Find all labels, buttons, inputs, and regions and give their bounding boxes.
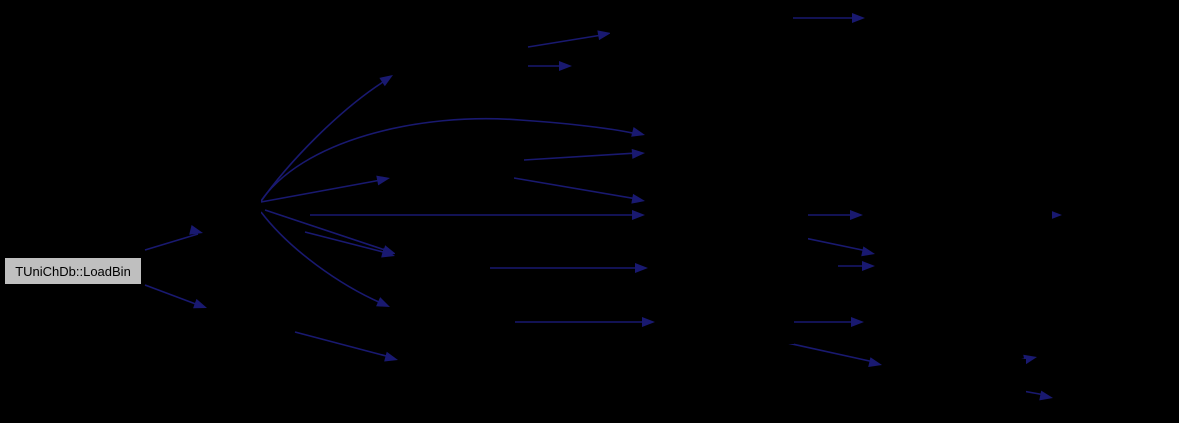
graph-arrowhead <box>861 246 875 257</box>
graph-arrowhead <box>631 148 645 159</box>
graph-edge <box>144 233 199 251</box>
graph-node-39[interactable] <box>1062 202 1124 228</box>
graph-node-5[interactable] <box>392 165 456 191</box>
graph-node-31[interactable] <box>863 202 925 228</box>
graph-arrowhead <box>189 225 203 235</box>
graph-node-13[interactable] <box>430 256 490 282</box>
graph-node-loadbin[interactable]: TUniChDb::LoadBin <box>4 257 142 285</box>
graph-edge <box>258 117 638 205</box>
graph-node-14[interactable] <box>452 310 514 336</box>
graph-arrowhead <box>1023 354 1037 365</box>
graph-node-37[interactable] <box>964 368 1026 394</box>
graph-arrowhead <box>632 210 645 220</box>
graph-arrowhead <box>597 30 611 41</box>
graph-node-34[interactable] <box>864 309 926 335</box>
graph-node-4[interactable] <box>396 60 458 86</box>
graph-arrowhead <box>559 61 572 71</box>
graph-arrowhead <box>635 263 648 273</box>
graph-node-40[interactable] <box>1037 344 1099 370</box>
graph-arrowhead <box>852 13 865 23</box>
graph-node-23[interactable] <box>645 352 709 378</box>
graph-edge <box>513 177 638 200</box>
graph-arrowhead <box>631 127 645 137</box>
graph-node-21[interactable] <box>648 255 712 281</box>
graph-node-2[interactable] <box>203 222 261 246</box>
graph-node-24[interactable] <box>730 5 792 31</box>
graph-node-29[interactable] <box>732 318 794 344</box>
graph-node-1[interactable] <box>205 190 261 217</box>
graph-arrowhead <box>851 317 864 327</box>
graph-node-9[interactable] <box>468 20 526 46</box>
graph-node-7[interactable] <box>390 294 452 320</box>
graph-arrowhead <box>850 210 863 220</box>
graph-edge <box>304 231 388 254</box>
graph-node-20[interactable] <box>645 202 709 228</box>
graph-arrowhead <box>868 357 882 367</box>
graph-node-35[interactable] <box>882 352 944 378</box>
graph-node-15[interactable] <box>610 20 672 46</box>
graph-node-38[interactable] <box>990 202 1052 228</box>
graph-arrowhead <box>642 317 655 327</box>
graph-node-41[interactable] <box>1053 385 1115 411</box>
graph-node-33[interactable] <box>875 253 937 279</box>
graph-edge <box>260 179 382 203</box>
graph-node-10[interactable] <box>468 54 526 80</box>
graph-arrowhead <box>1039 390 1053 401</box>
graph-arrowhead <box>193 298 207 309</box>
graph-node-27[interactable] <box>776 253 838 279</box>
graph-node-22[interactable] <box>655 309 719 335</box>
graph-edge <box>144 284 202 307</box>
graph-node-26[interactable] <box>746 214 808 240</box>
graph-edge <box>294 331 391 358</box>
graph-arrowhead <box>379 75 393 87</box>
graph-edge <box>523 152 638 161</box>
graph-arrowhead <box>384 351 398 362</box>
graph-arrowhead <box>631 193 645 204</box>
graph-arrowhead <box>1049 210 1062 220</box>
graph-arrowhead <box>862 261 875 271</box>
graph-edge <box>258 81 384 205</box>
graph-edge <box>260 211 382 304</box>
graph-edge <box>264 209 389 252</box>
graph-node-12[interactable] <box>452 166 514 192</box>
graph-node-3[interactable] <box>207 296 261 321</box>
graph-arrowhead <box>376 297 390 307</box>
graph-node-30[interactable] <box>865 5 927 31</box>
graph-node-8[interactable] <box>398 348 460 374</box>
graph-arrowhead <box>376 175 390 186</box>
graph-node-18[interactable] <box>645 140 709 166</box>
graph-node-16[interactable] <box>572 54 634 80</box>
graph-edge <box>527 34 603 48</box>
arrowhead-group <box>189 13 1062 401</box>
node-label: TUniChDb::LoadBin <box>15 263 131 279</box>
graph-arrowhead <box>381 247 395 258</box>
